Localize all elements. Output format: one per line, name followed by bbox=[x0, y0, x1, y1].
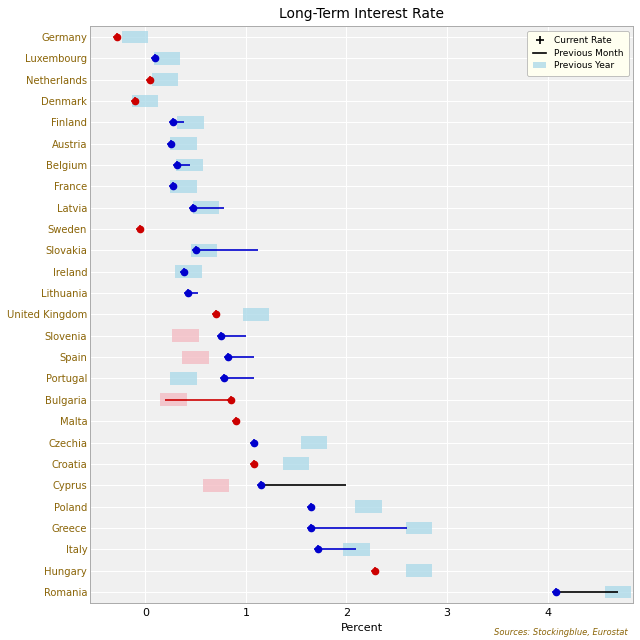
Bar bbox=[170, 372, 196, 385]
X-axis label: Percent: Percent bbox=[340, 623, 383, 633]
Bar bbox=[122, 31, 148, 44]
Bar bbox=[170, 138, 196, 150]
Bar bbox=[154, 52, 180, 65]
Text: Sources: Stockingblue, Eurostat: Sources: Stockingblue, Eurostat bbox=[493, 628, 627, 637]
Title: Long-Term Interest Rate: Long-Term Interest Rate bbox=[279, 7, 444, 21]
Bar bbox=[175, 266, 202, 278]
Bar bbox=[283, 458, 309, 470]
Bar bbox=[161, 394, 186, 406]
Bar bbox=[203, 479, 228, 492]
Bar bbox=[193, 202, 219, 214]
Bar bbox=[132, 95, 158, 108]
Bar bbox=[406, 564, 432, 577]
Bar bbox=[191, 244, 217, 257]
Bar bbox=[177, 159, 203, 172]
Bar bbox=[243, 308, 269, 321]
Bar bbox=[170, 180, 196, 193]
Bar bbox=[605, 586, 631, 598]
Legend: Current Rate, Previous Month, Previous Year: Current Rate, Previous Month, Previous Y… bbox=[527, 31, 628, 76]
Bar bbox=[301, 436, 327, 449]
Bar bbox=[172, 330, 198, 342]
Bar bbox=[182, 351, 209, 364]
Bar bbox=[177, 116, 204, 129]
Bar bbox=[406, 522, 432, 534]
Bar bbox=[344, 543, 369, 556]
Bar bbox=[152, 73, 179, 86]
Bar bbox=[355, 500, 381, 513]
